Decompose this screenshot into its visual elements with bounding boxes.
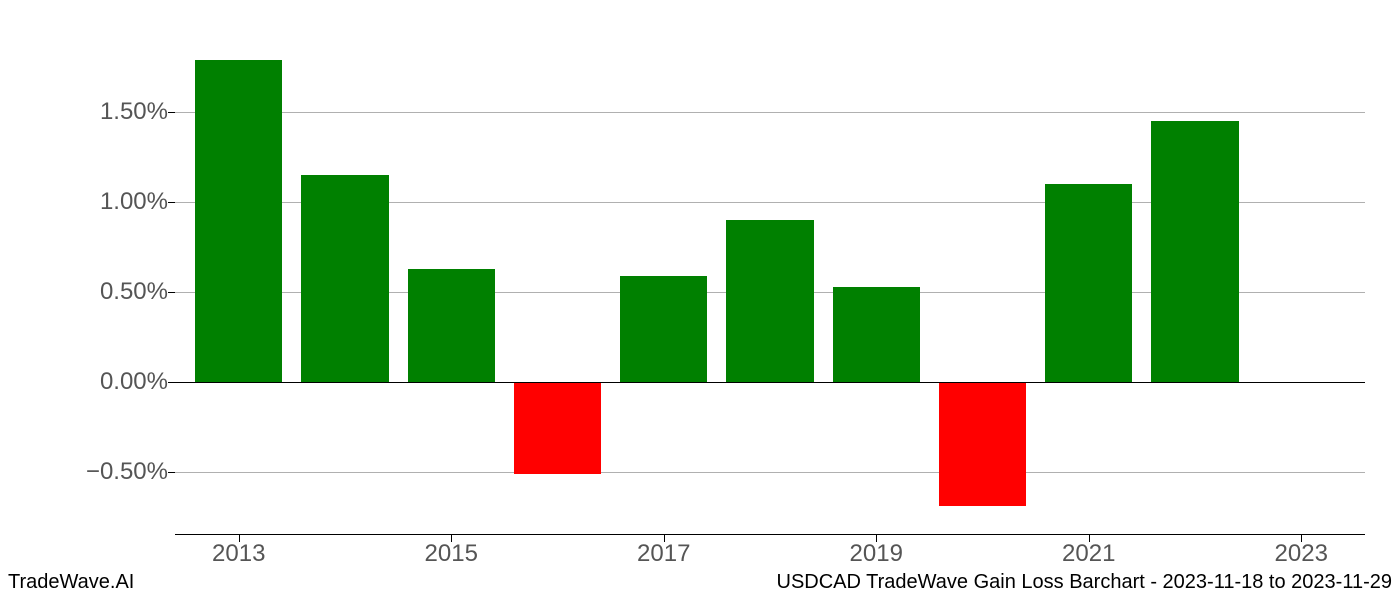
bar — [195, 60, 282, 382]
y-tick-mark — [168, 382, 175, 383]
x-tick-label: 2015 — [425, 540, 478, 568]
y-tick-label: 0.00% — [100, 368, 168, 396]
gridline — [175, 112, 1365, 113]
y-tick-label: 1.00% — [100, 188, 168, 216]
bar — [301, 175, 388, 382]
bar — [1045, 184, 1132, 382]
y-tick-mark — [168, 112, 175, 113]
bar — [514, 382, 601, 474]
y-tick-label: 0.50% — [100, 278, 168, 306]
footer-left: TradeWave.AI — [8, 571, 134, 594]
bar — [408, 269, 495, 382]
bar — [939, 382, 1026, 506]
bar — [726, 220, 813, 382]
y-tick-label: −0.50% — [86, 458, 168, 486]
x-tick-label: 2021 — [1062, 540, 1115, 568]
plot-area — [175, 40, 1365, 535]
x-tick-label: 2019 — [850, 540, 903, 568]
gridline — [175, 472, 1365, 473]
y-tick-mark — [168, 202, 175, 203]
y-tick-mark — [168, 292, 175, 293]
y-tick-label: 1.50% — [100, 98, 168, 126]
bar — [833, 287, 920, 382]
y-tick-mark — [168, 472, 175, 473]
footer-right: USDCAD TradeWave Gain Loss Barchart - 20… — [777, 571, 1393, 594]
bar — [620, 276, 707, 382]
x-tick-label: 2023 — [1275, 540, 1328, 568]
x-tick-label: 2013 — [212, 540, 265, 568]
bar — [1151, 121, 1238, 382]
zero-line — [175, 382, 1365, 383]
x-tick-label: 2017 — [637, 540, 690, 568]
chart-container: TradeWave.AI USDCAD TradeWave Gain Loss … — [0, 0, 1400, 600]
